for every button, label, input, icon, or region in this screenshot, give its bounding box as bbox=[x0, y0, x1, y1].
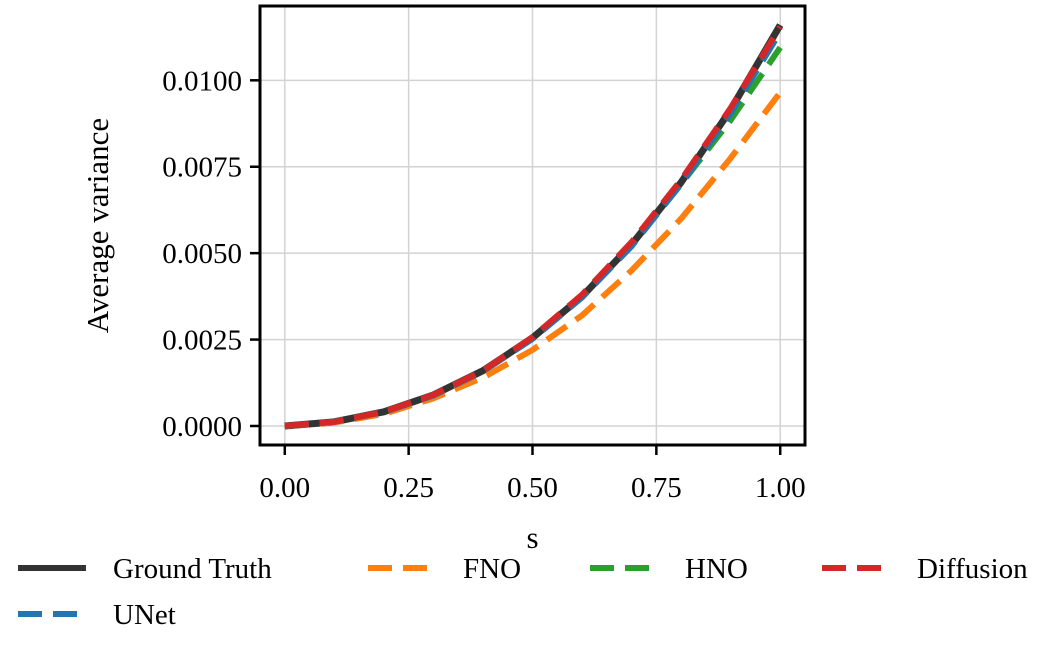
legend-label: Ground Truth bbox=[113, 553, 272, 585]
legend-label: Diffusion bbox=[917, 553, 1028, 585]
y-axis-label: Average variance bbox=[80, 118, 115, 333]
y-tick-label: 0.0075 bbox=[162, 152, 242, 184]
plot-lines bbox=[284, 23, 784, 430]
x-tick-label: 0.75 bbox=[631, 472, 682, 504]
x-tick-label: 0.00 bbox=[259, 472, 310, 504]
x-tick-label: 0.25 bbox=[383, 472, 434, 504]
y-tick-label: 0.0050 bbox=[162, 238, 242, 270]
x-tick-label: 1.00 bbox=[755, 472, 806, 504]
series-line-diffusion bbox=[284, 25, 783, 429]
legend-label: HNO bbox=[685, 553, 748, 585]
y-tick-label: 0.0100 bbox=[162, 65, 242, 97]
grid bbox=[260, 6, 805, 445]
legend: Ground Truth FNO HNO Diffusion UNet bbox=[18, 553, 1028, 631]
y-tick-label: 0.0000 bbox=[162, 411, 242, 443]
y-tick-label: 0.0025 bbox=[162, 325, 242, 357]
legend-label: UNet bbox=[113, 599, 176, 631]
legend-label: FNO bbox=[463, 553, 521, 585]
x-tick-label: 0.50 bbox=[507, 472, 558, 504]
ticks: 0.00 0.25 0.50 0.75 1.00 0.0000 0.0025 0.0050 0.… bbox=[162, 65, 805, 504]
x-axis-label: s bbox=[526, 520, 538, 555]
